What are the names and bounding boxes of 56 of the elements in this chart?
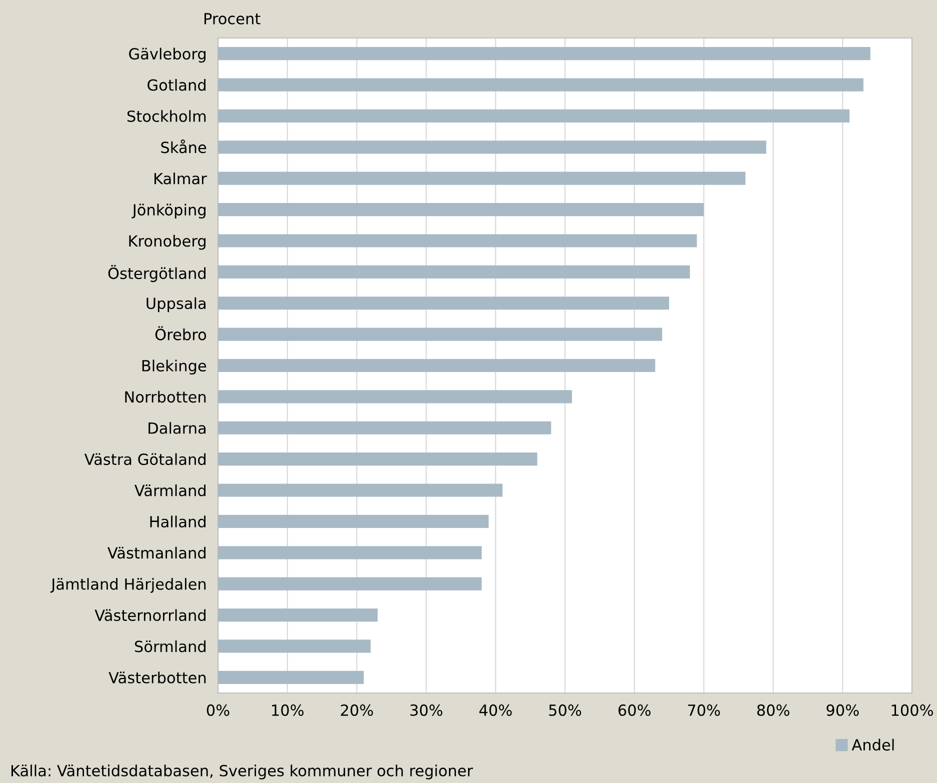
y-tick-label: Värmland xyxy=(134,484,206,496)
bar xyxy=(218,577,482,590)
x-tick-label: 0% xyxy=(206,704,230,716)
bar xyxy=(218,514,489,528)
x-tick-label: 80% xyxy=(757,704,790,716)
bar xyxy=(218,234,697,248)
bar xyxy=(218,670,364,684)
bar xyxy=(218,358,656,372)
y-tick-label: Dalarna xyxy=(148,422,206,434)
x-tick-label: 70% xyxy=(688,704,720,716)
y-tick-label: Västmanland xyxy=(108,546,206,559)
bar xyxy=(218,421,552,434)
y-tick-label: Örebro xyxy=(155,326,206,340)
x-axis-title: Procent xyxy=(204,13,260,24)
bar xyxy=(218,78,864,92)
y-tick-label: Gotland xyxy=(148,78,206,91)
y-tick-label: Västra Götaland xyxy=(84,453,206,466)
y-tick-label: Jönköping xyxy=(132,204,206,219)
y-tick-label: Kalmar xyxy=(154,172,207,184)
bar xyxy=(218,109,850,123)
y-tick-label: Östergötland xyxy=(108,264,206,282)
bar xyxy=(218,47,870,60)
y-tick-label: Gävleborg xyxy=(129,48,206,63)
y-tick-label: Uppsala xyxy=(146,297,206,312)
bar xyxy=(218,484,503,497)
x-tick-label: 30% xyxy=(410,704,442,716)
bar xyxy=(218,640,371,653)
x-tick-label: 60% xyxy=(618,704,651,716)
bar xyxy=(218,390,572,404)
x-tick-label: 10% xyxy=(272,704,304,716)
bar xyxy=(218,296,670,310)
x-tick-label: 50% xyxy=(549,704,582,716)
bar xyxy=(218,328,662,341)
text: Källa: Väntetidsdatabasen, Sveriges kommuner och regioner xyxy=(12,764,473,780)
x-tick-label: 100% xyxy=(892,704,933,716)
y-tick-label: Stockholm xyxy=(127,110,206,122)
bar xyxy=(218,203,704,216)
y-tick-label: Halland xyxy=(150,516,206,528)
legend-label: Andel xyxy=(852,738,894,751)
bar xyxy=(218,608,378,622)
y-tick-label: Skåne xyxy=(161,140,206,154)
x-tick-label: 90% xyxy=(826,704,859,716)
y-tick-label: Västernorrland xyxy=(94,609,206,622)
bar xyxy=(218,452,538,466)
y-tick-label: Norrbotten xyxy=(125,390,206,403)
y-tick-label: Blekinge xyxy=(142,360,206,374)
y-tick-label: Kronoberg xyxy=(129,234,206,250)
bar xyxy=(218,140,766,154)
y-tick-label: Västerbotten xyxy=(108,672,206,684)
bar xyxy=(218,172,746,185)
bar xyxy=(218,546,482,560)
x-tick-label: 40% xyxy=(479,704,512,716)
y-tick-label: Jämtland Härjedalen xyxy=(50,578,206,593)
y-tick-label: Sörmland xyxy=(134,640,206,652)
bar xyxy=(218,265,690,278)
x-tick-label: 20% xyxy=(340,704,373,716)
